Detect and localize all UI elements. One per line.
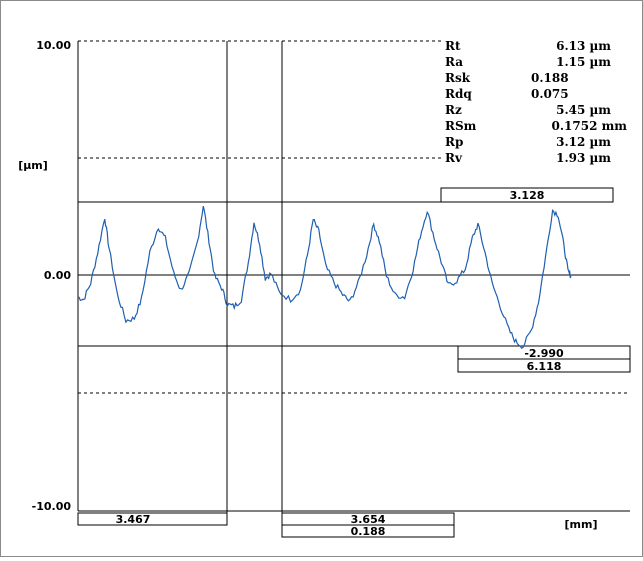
param-name-rp: Rp [445, 135, 463, 149]
peak-box [440, 187, 614, 203]
param-value-rdq: 0.075 [531, 87, 569, 101]
param-value-rsk: 0.188 [531, 71, 569, 85]
param-value-ra: 1.15 µm [556, 55, 611, 69]
x-left-box [77, 512, 228, 526]
peak-box-value: 3.128 [510, 189, 545, 202]
y-tick-zero: 0.00 [44, 269, 71, 282]
param-name-rt: Rt [445, 39, 461, 53]
param-value-rsm: 0.1752 mm [552, 119, 628, 133]
valley-box-value: -2.990 [524, 347, 564, 360]
range-box [457, 358, 631, 373]
x-mid-sub-box-value: 0.188 [351, 525, 386, 538]
param-name-ra: Ra [445, 55, 463, 69]
y-axis-label: [µm] [18, 159, 48, 172]
x-mid-box-value: 3.654 [351, 513, 386, 526]
param-value-rt: 6.13 µm [556, 39, 611, 53]
x-left-box-value: 3.467 [116, 513, 151, 526]
param-value-rv: 1.93 µm [556, 151, 611, 165]
x-mid-sub-box [281, 524, 455, 538]
params-table: Rt 6.13 µm Ra 1.15 µm Rsk 0.188 Rdq 0.07… [445, 39, 627, 165]
y-tick-top: 10.00 [36, 39, 71, 52]
param-name-rdq: Rdq [445, 87, 472, 101]
profile-line [77, 205, 572, 349]
param-name-rsk: Rsk [445, 71, 471, 85]
param-name-rv: Rv [445, 151, 463, 165]
param-value-rp: 3.12 µm [556, 135, 611, 149]
x-axis-label: [mm] [565, 518, 598, 531]
param-name-rz: Rz [445, 103, 462, 117]
y-tick-bottom: -10.00 [32, 500, 72, 513]
range-box-value: 6.118 [527, 360, 562, 373]
param-value-rz: 5.45 µm [556, 103, 611, 117]
param-name-rsm: RSm [445, 119, 477, 133]
